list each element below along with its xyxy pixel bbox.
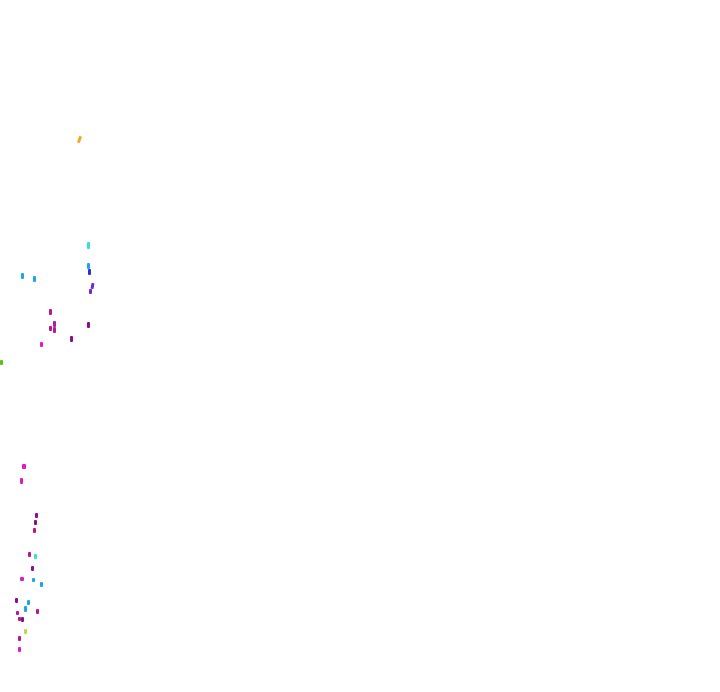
- color-speck: [22, 464, 26, 469]
- color-speck: [76, 135, 83, 144]
- color-speck: [21, 617, 24, 622]
- color-speck: [21, 273, 24, 279]
- color-speck: [87, 263, 90, 269]
- color-speck: [88, 269, 91, 275]
- color-speck: [89, 289, 92, 294]
- color-speck: [49, 309, 52, 315]
- color-speck: [40, 582, 43, 587]
- color-speck: [20, 577, 24, 581]
- color-speck: [87, 242, 90, 249]
- color-speck: [20, 478, 23, 484]
- color-speck: [18, 617, 21, 621]
- color-speck: [16, 611, 19, 615]
- color-speck: [24, 606, 27, 612]
- color-speck: [35, 513, 38, 518]
- color-speck: [70, 336, 73, 342]
- color-speck: [28, 552, 31, 557]
- color-speck: [40, 342, 43, 347]
- color-speck: [34, 520, 37, 525]
- color-speck: [27, 600, 30, 605]
- color-speck: [33, 528, 36, 533]
- color-speck: [32, 578, 35, 582]
- color-speck: [24, 629, 27, 634]
- color-speck: [15, 598, 18, 603]
- color-speck: [34, 554, 37, 559]
- color-speck: [49, 326, 52, 331]
- color-speck: [18, 636, 21, 641]
- color-speck: [31, 566, 34, 571]
- color-speck: [0, 360, 3, 365]
- color-speck: [53, 327, 56, 333]
- color-speck: [18, 647, 21, 652]
- color-speck: [53, 321, 56, 327]
- color-speck: [33, 276, 36, 282]
- color-speck: [87, 322, 90, 328]
- color-speck: [36, 609, 39, 614]
